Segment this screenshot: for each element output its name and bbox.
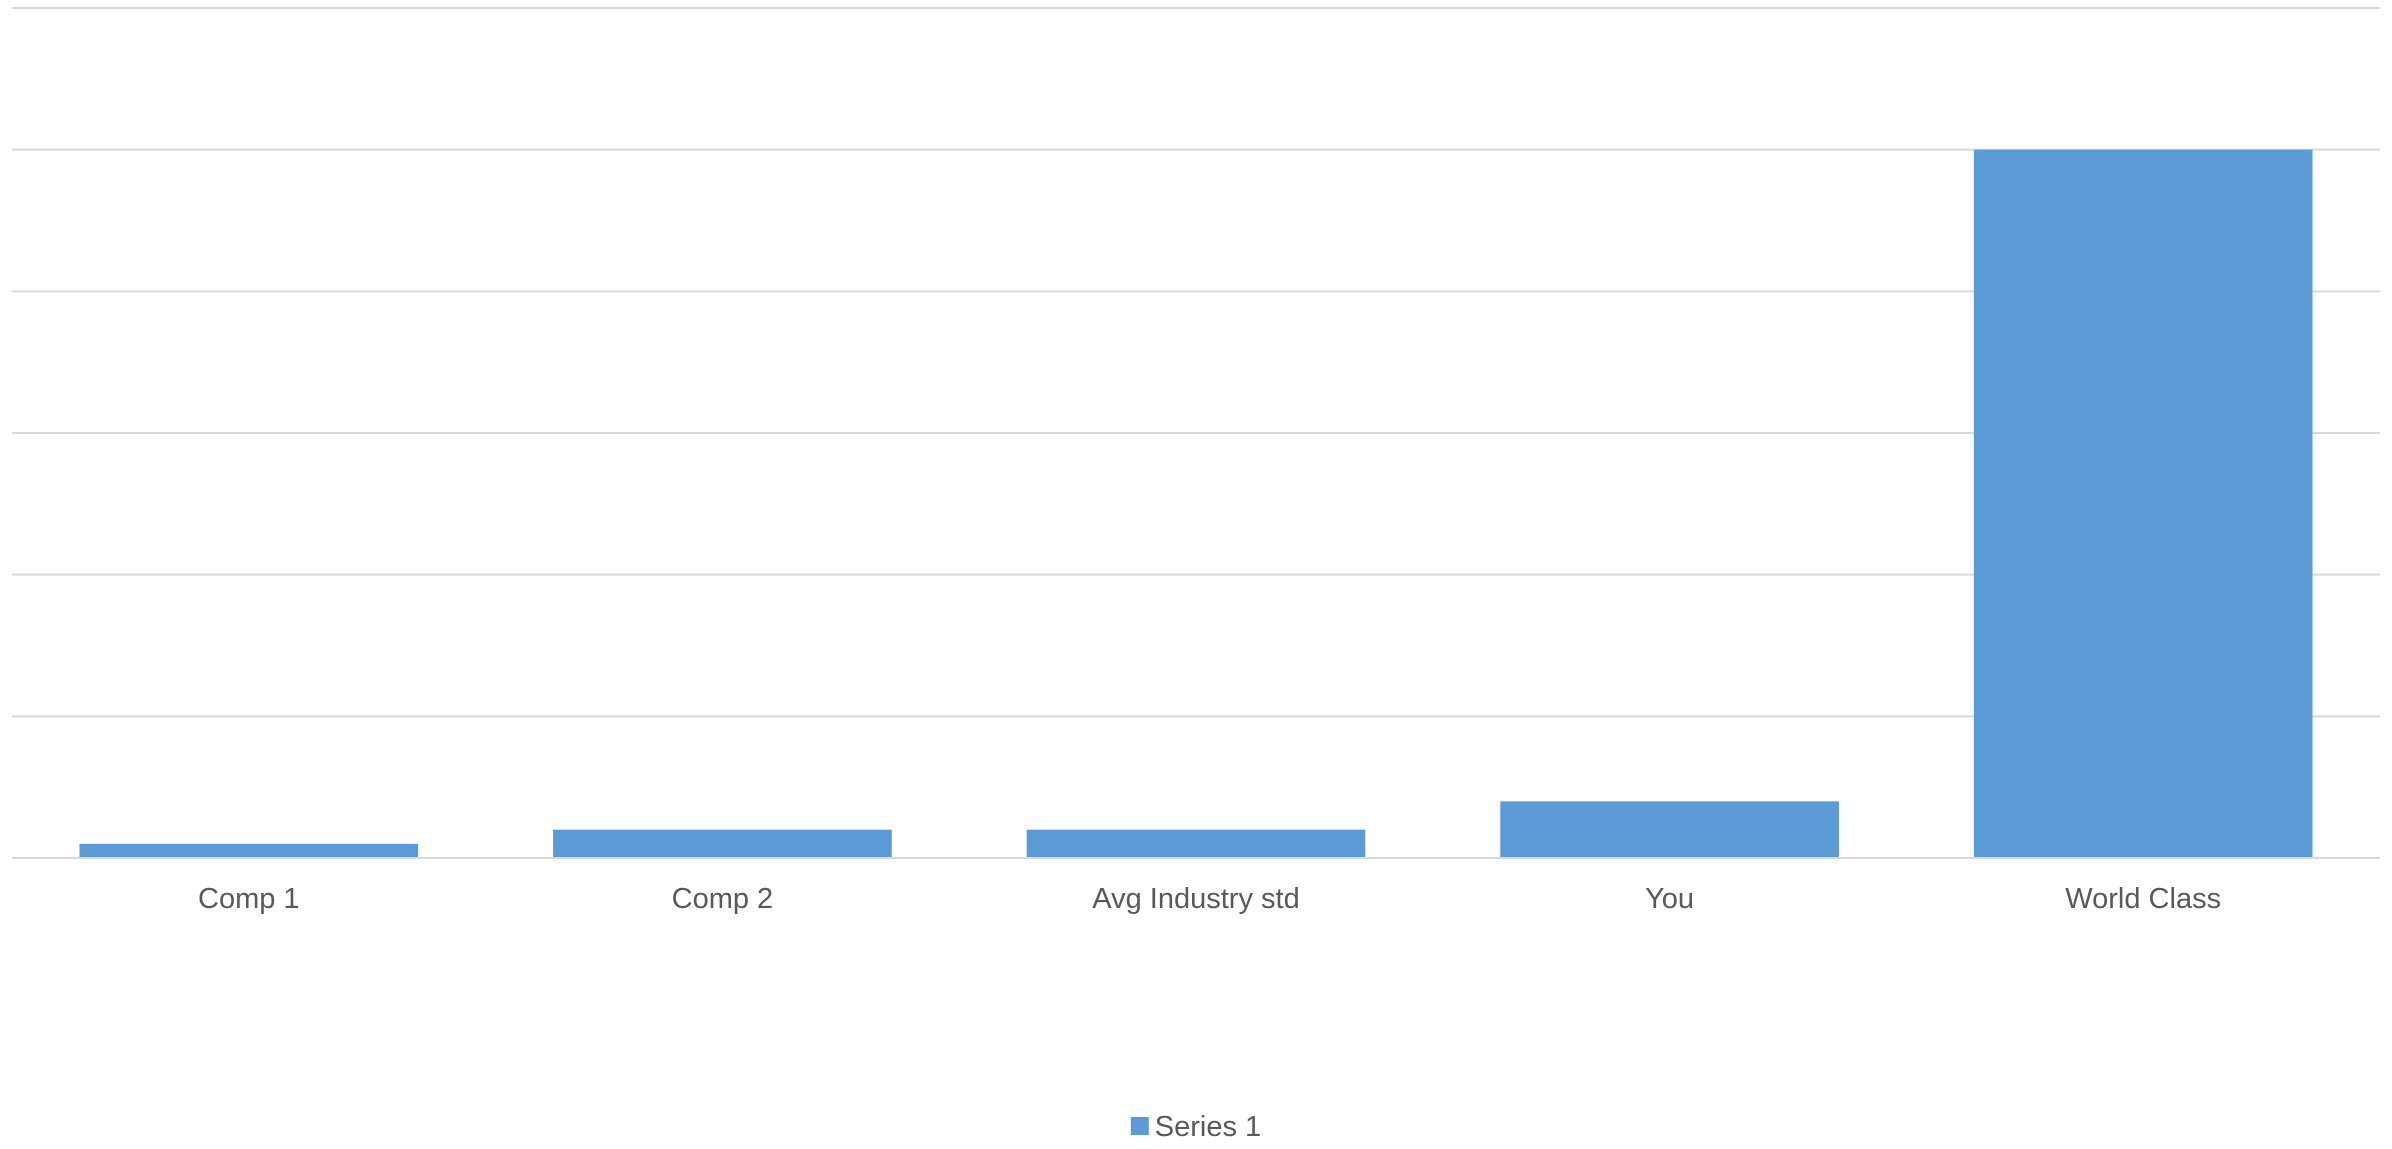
category-label: You (1645, 883, 1694, 915)
legend-swatch (1130, 1117, 1149, 1135)
category-labels: Comp 1 Comp 2 Avg Industry std You World Cla… (198, 883, 2221, 915)
legend-label: Series 1 (1155, 1111, 1261, 1143)
category-label: Comp 2 (672, 883, 774, 915)
category-label: Comp 1 (198, 883, 300, 915)
bar (1973, 149, 2313, 858)
bar (79, 843, 419, 858)
legend: Series 1 (1130, 1111, 1261, 1143)
bar (1500, 801, 1839, 858)
bar (553, 829, 892, 858)
bar (1026, 829, 1366, 858)
category-label: Avg Industry std (1092, 883, 1299, 915)
category-label: World Class (2065, 883, 2221, 915)
bars (79, 149, 2313, 858)
